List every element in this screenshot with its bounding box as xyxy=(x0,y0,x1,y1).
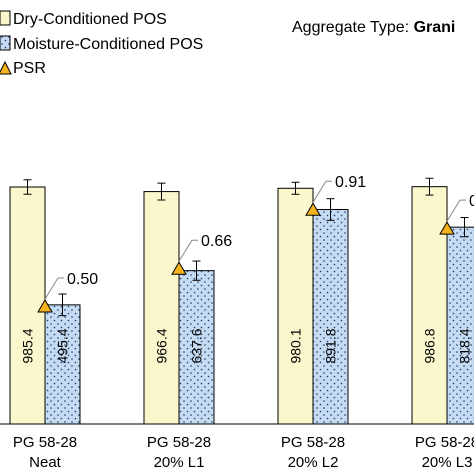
plot-area: 985.4 495.4 0.50 PG 58-28 Neat 966.4 637.6 0.66… xyxy=(0,174,474,471)
legend-label: Moisture-Conditioned POS xyxy=(13,36,203,53)
bar-dry xyxy=(277,187,314,425)
bar-dry xyxy=(9,186,46,425)
category-label: Neat xyxy=(29,454,62,471)
psr-leader-line xyxy=(178,239,198,262)
data-label: 986.8 xyxy=(422,328,438,363)
psr-label: 0 xyxy=(469,193,474,210)
legend-label: PSR xyxy=(13,60,46,77)
psr-leader-line xyxy=(44,277,64,300)
legend-swatch-psr xyxy=(0,60,12,75)
data-label: 891.8 xyxy=(323,328,339,363)
data-label: 818.4 xyxy=(457,328,473,363)
category-label: PG 58-28 xyxy=(147,434,211,451)
data-label: 985.4 xyxy=(20,328,36,363)
chart-title: Aggregate Type: Grani xyxy=(292,19,455,36)
psr-label: 0.66 xyxy=(201,233,232,250)
data-label: 980.1 xyxy=(288,328,304,363)
bar-dry xyxy=(411,186,448,425)
psr-leader-line xyxy=(312,180,332,203)
category-label: 20% L3 xyxy=(422,454,473,471)
psr-marker xyxy=(37,299,53,313)
psr-label: 0.50 xyxy=(67,271,98,288)
data-label: 966.4 xyxy=(154,328,170,363)
bar-moisture xyxy=(446,226,474,425)
psr-marker xyxy=(305,202,321,216)
psr-marker xyxy=(439,221,455,235)
chart-title-bold: Grani xyxy=(414,19,456,36)
bar-moisture xyxy=(312,209,349,425)
category-label: PG 58-28 xyxy=(13,434,77,451)
data-label: 495.4 xyxy=(55,328,71,363)
legend-swatch-moisture xyxy=(0,35,11,51)
category-label: PG 58-28 xyxy=(415,434,474,451)
legend: Dry-Conditioned POS Moisture-Conditioned … xyxy=(0,10,203,77)
bar-moisture xyxy=(44,304,81,425)
legend-swatch-dry xyxy=(0,10,11,26)
category-label: PG 58-28 xyxy=(281,434,345,451)
psr-marker xyxy=(171,261,187,275)
chart-title-prefix: Aggregate Type: xyxy=(292,19,414,36)
psr-leader-line xyxy=(446,199,466,222)
category-label: 20% L2 xyxy=(288,454,339,471)
psr-label: 0.91 xyxy=(335,174,366,191)
data-label: 637.6 xyxy=(189,328,205,363)
legend-label: Dry-Conditioned POS xyxy=(13,11,167,28)
category-label: 20% L1 xyxy=(154,454,205,471)
bar-dry xyxy=(143,191,180,425)
